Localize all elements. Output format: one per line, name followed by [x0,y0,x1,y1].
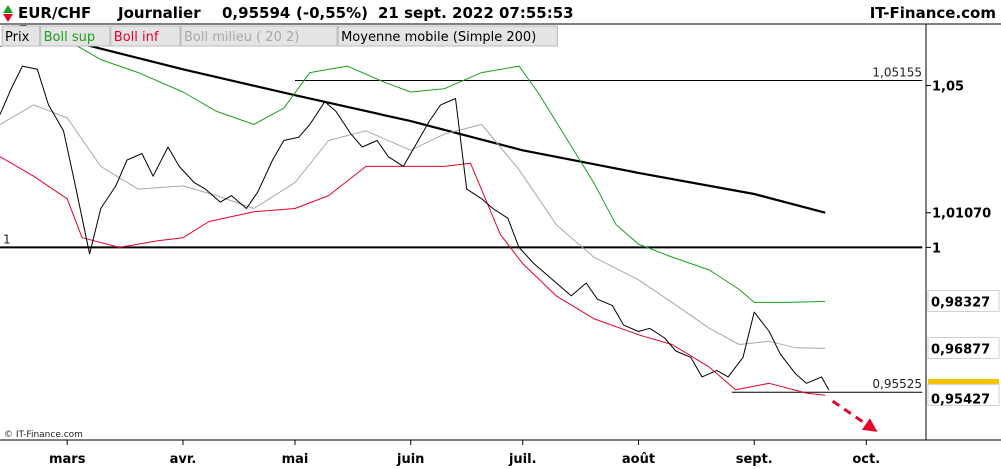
series-boll-inf [0,156,826,396]
header-datetime: 21 sept. 2022 07:55:53 [378,4,574,22]
legend-item-bg-3 [180,25,338,47]
x-tick-label-oct: oct. [852,452,880,467]
header-change: (-0,55%) [296,4,368,22]
series-boll-milieu-20-2 [0,104,826,349]
y-tick-label-1: 1,01070 [932,207,991,222]
forecast-arrow-shaft [831,399,867,426]
y-axis-ticks: 1,05 1,01070 1 [926,80,991,256]
legend-item-boll-milieu-20-2: Boll milieu ( 20 2) [184,30,299,45]
header-period: Journalier [117,4,201,22]
legend-item-moyenne-mobile-simple-200: Moyenne mobile (Simple 200) [341,30,536,45]
price-label-bg-3 [927,383,1000,406]
legend: Prix Boll sup Boll inf Boll milieu ( 20 2) M… [1,25,558,47]
x-tick-label-avr: avr. [170,452,197,467]
price-label-bg-1 [927,336,1000,359]
y-tick-label-2: 1 [932,241,941,256]
trend-down-icon [3,14,13,22]
series-boll-sup [0,33,826,303]
header-last-price: 0,95594 [222,4,290,22]
series-moyenne-mobile-simple-200 [19,25,826,214]
copyright: © IT-Finance.com [4,430,83,440]
price-label-boll-inf: 0,95427 [931,392,990,407]
legend-item-bg-2 [110,25,181,47]
header: EUR/CHF Journalier 0,95594 (-0,55%) 21 s… [3,4,996,22]
header-symbol: EUR/CHF [18,4,91,22]
forecast-arrow-head [861,418,878,432]
x-tick-label-ao-t: août [622,452,655,467]
x-tick-label-juil: juil. [508,452,537,467]
forecast-arrow [831,399,878,432]
legend-item-boll-sup: Boll sup [44,30,96,45]
header-site: IT-Finance.com [870,4,996,22]
legend-item-bg-0 [1,25,41,47]
level-label-0: 1,05155 [872,65,922,79]
series-prix [0,65,830,391]
level-label-2: 1 [3,232,11,246]
trend-up-icon [3,5,13,13]
legend-item-bg-1 [40,25,111,47]
series-lines [0,25,830,396]
x-tick-label-mars: mars [49,452,86,467]
x-tick-label-sept: sept. [736,452,773,467]
x-axis-ticks: mars avr. mai juin juil. août sept. oct. [49,440,880,467]
y-tick-label-0: 1,05 [932,80,964,95]
legend-item-bg-4 [337,25,558,47]
horizontal-levels: 1,05155 0,95525 1 [0,65,923,393]
price-label-boll-sup: 0,98327 [931,296,990,311]
price-label-bg-0 [927,290,1000,313]
price-label-boll-milieu-20-2: 0,96877 [931,342,990,357]
level-label-1: 0,95525 [872,377,922,391]
legend-item-boll-inf: Boll inf [114,30,159,45]
legend-item-prix: Prix [5,30,30,45]
x-tick-label-juin: juin [396,452,424,467]
x-tick-label-mai: mai [282,452,309,467]
